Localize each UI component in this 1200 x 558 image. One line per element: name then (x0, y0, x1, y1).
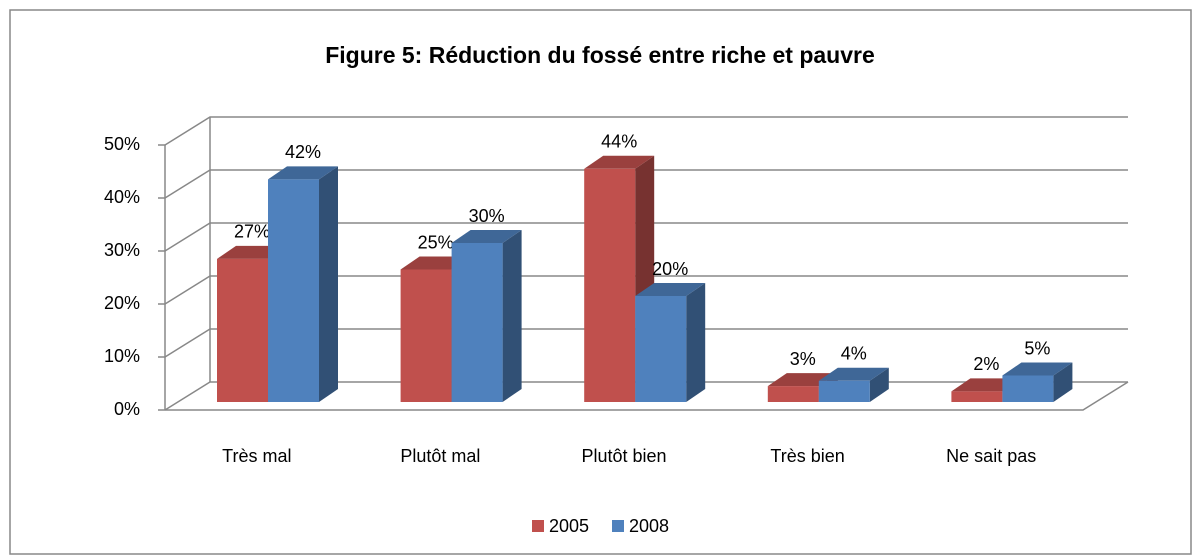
y-tick-label: 40% (104, 187, 140, 207)
bar (951, 391, 1003, 402)
bar-top (584, 155, 655, 169)
bar-top (635, 283, 706, 296)
bar-top (1002, 362, 1073, 376)
bar (584, 168, 636, 402)
chart-title: Figure 5: Réduction du fossé entre riche… (325, 42, 875, 68)
bar-side (686, 283, 706, 402)
bar (635, 296, 687, 402)
bar-side (502, 230, 522, 402)
data-label: 25% (418, 232, 454, 252)
legend-label: 2005 (549, 516, 589, 536)
bar-top (268, 166, 338, 180)
bar-top (451, 230, 522, 243)
floor-edge (165, 381, 1129, 411)
data-label: 42% (285, 142, 321, 162)
bar (400, 269, 452, 402)
bar (217, 258, 268, 402)
data-label: 20% (652, 259, 688, 279)
data-label: 2% (973, 354, 999, 374)
bar (767, 386, 819, 402)
bar-top (818, 367, 889, 381)
data-label: 44% (601, 132, 637, 152)
legend-swatch (532, 520, 544, 532)
bar-side (319, 166, 338, 402)
bar (818, 380, 870, 402)
bar-side (1053, 362, 1073, 402)
data-label: 5% (1024, 338, 1050, 358)
y-tick-label: 10% (104, 346, 140, 366)
bar (1002, 375, 1054, 402)
bar-side (869, 367, 889, 402)
legend-swatch (612, 520, 624, 532)
y-tick-label: 50% (104, 134, 140, 154)
legend-label: 2008 (629, 516, 669, 536)
x-tick-label: Très bien (770, 446, 844, 466)
data-label: 3% (790, 349, 816, 369)
bar (268, 179, 319, 402)
bar (451, 243, 503, 402)
y-tick-label: 30% (104, 240, 140, 260)
x-tick-label: Très mal (222, 446, 291, 466)
x-tick-label: Ne sait pas (946, 446, 1036, 466)
y-tick-label: 20% (104, 293, 140, 313)
data-label: 30% (469, 206, 505, 226)
data-label: 27% (234, 222, 270, 242)
data-label: 4% (841, 344, 867, 364)
y-tick-label: 0% (114, 399, 140, 419)
x-tick-label: Plutôt mal (400, 446, 480, 466)
x-tick-label: Plutôt bien (581, 446, 666, 466)
